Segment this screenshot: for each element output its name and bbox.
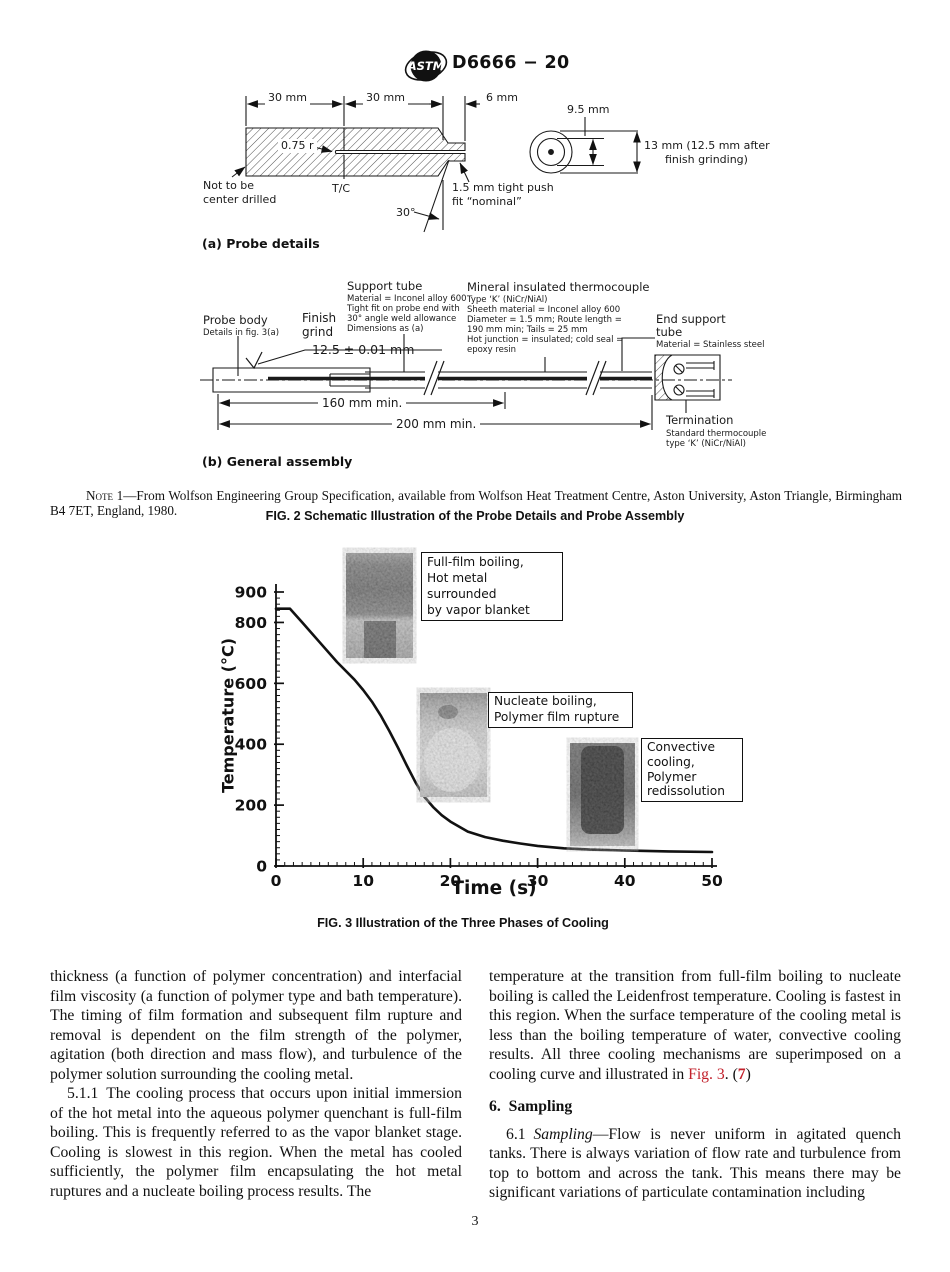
dim-30mm-mid: 30 mm <box>363 91 408 105</box>
page-number: 3 <box>471 1214 479 1229</box>
thermocouple-label: Mineral insulated thermocouple <box>467 280 650 294</box>
chart-axes: 0 10 20 30 40 50 0 200 400 600 800 900 <box>235 584 723 891</box>
y-tick-label: 600 <box>235 675 268 693</box>
radius-label: 0.75 r <box>278 139 317 153</box>
thermocouple-sub: Type ‘K’ (NiCr/NiAl) Sheeth material = I… <box>467 295 624 355</box>
body-column-right: temperature at the transition from full-… <box>489 967 901 1203</box>
svg-text:ASTM: ASTM <box>407 59 445 73</box>
reference-7-link[interactable]: 7 <box>737 1065 746 1083</box>
figure-2-caption: FIG. 2 Schematic Illustration of the Pro… <box>265 509 685 523</box>
note-text: —From Wolfson Engineering Group Specific… <box>50 488 902 518</box>
x-tick-label: 50 <box>701 872 723 890</box>
y-tick-label: 0 <box>256 858 267 876</box>
termination-label: Termination <box>666 413 734 427</box>
paragraph-text: —Flow is never uniform in agitated quenc… <box>489 1125 901 1202</box>
support-tube-sub: Material = Inconel alloy 600 Tight fit o… <box>347 294 467 334</box>
photo-convective-cooling <box>570 743 635 846</box>
heading-sampling: 6. Sampling <box>489 1098 573 1116</box>
finish-grind-label: Finish grind <box>302 311 337 339</box>
probe-schematic-drawing <box>200 96 732 430</box>
fig-3-reference-link[interactable]: Fig. 3 <box>688 1065 725 1083</box>
push-fit-label: 1.5 mm tight push fit “nominal” <box>452 181 554 208</box>
y-tick-label: 200 <box>235 797 268 815</box>
support-tube-label: Support tube <box>347 279 423 293</box>
x-tick-label: 40 <box>614 872 636 890</box>
note-1: Note 1—From Wolfson Engineering Group Sp… <box>50 488 902 518</box>
x-tick-label: 10 <box>352 872 374 890</box>
paragraph-6-1: 6.1 Sampling—Flow is never uniform in ag… <box>489 1125 901 1203</box>
annotation-full-film-boiling: Full-film boiling, Hot metal surrounded … <box>421 552 563 621</box>
probe-body-sub: Details in fig. 3(a) <box>203 328 280 338</box>
dim-30mm-left: 30 mm <box>265 91 310 105</box>
end-view-width-label: 9.5 mm <box>564 103 613 117</box>
y-tick-label: 900 <box>235 584 268 602</box>
standard-number: D6666 − 20 <box>452 53 570 73</box>
end-support-tube-sub: Material = Stainless steel <box>656 340 765 350</box>
y-tick-label: 800 <box>235 614 268 632</box>
termination-sub: Standard thermocouple type ‘K’ (NiCr/NiA… <box>666 429 767 449</box>
x-tick-label: 20 <box>440 872 462 890</box>
figure-3-caption: FIG. 3 Illustration of the Three Phases … <box>317 916 609 930</box>
paragraph-5-1-1: 5.1.1 The cooling process that occurs up… <box>50 1085 462 1201</box>
paragraph-text: temperature at the transition from full-… <box>489 968 901 1083</box>
paragraph-leidenfrost: temperature at the transition from full-… <box>489 967 901 1084</box>
x-tick-label: 30 <box>527 872 549 890</box>
clause-number: 6.1 <box>506 1125 534 1143</box>
annotation-convective-cooling: Convective cooling, Polymer redissolutio… <box>641 738 743 803</box>
cooling-curve-chart: 0 10 20 30 40 50 0 200 400 600 800 900 <box>235 553 723 891</box>
y-tick-label: 400 <box>235 736 268 754</box>
y-axis-label: Temperature (°C) <box>218 637 238 794</box>
note-label: Note 1 <box>86 488 124 504</box>
end-support-tube-label: End support tube <box>656 312 726 339</box>
x-axis-label: Time (s) <box>451 878 537 899</box>
dim-6mm: 6 mm <box>483 91 521 105</box>
finish-grind-dim: 12.5 ± 0.01 mm <box>312 342 415 357</box>
caption-general-assembly: (b) General assembly <box>202 454 353 469</box>
dim-160mm: 160 mm min. <box>318 396 407 410</box>
paragraph-text: ) <box>745 1065 751 1083</box>
not-center-drilled-label: Not to be center drilled <box>203 179 277 206</box>
dim-200mm: 200 mm min. <box>392 417 481 431</box>
x-tick-label: 0 <box>271 872 282 890</box>
astm-logo: ASTM <box>404 50 448 82</box>
paragraph-text: . ( <box>724 1065 738 1083</box>
clause-term: Sampling <box>533 1125 593 1143</box>
tc-label: T/C <box>332 182 351 195</box>
photo-full-film-boiling <box>346 553 413 658</box>
probe-body-label: Probe body <box>203 313 268 327</box>
general-assembly-section <box>200 334 732 430</box>
annotation-nucleate-boiling: Nucleate boiling, Polymer film rupture <box>488 692 633 728</box>
angle-30-label: 30° <box>396 206 416 219</box>
end-view-dia-label: 13 mm (12.5 mm after finish grinding) <box>644 139 770 166</box>
photo-nucleate-boiling <box>420 693 487 797</box>
caption-probe-details: (a) Probe details <box>202 236 320 251</box>
paragraph-continuation: thickness (a function of polymer concent… <box>50 968 462 1083</box>
cooling-curve-line <box>274 607 714 854</box>
body-column-left: thickness (a function of polymer concent… <box>50 967 462 1202</box>
